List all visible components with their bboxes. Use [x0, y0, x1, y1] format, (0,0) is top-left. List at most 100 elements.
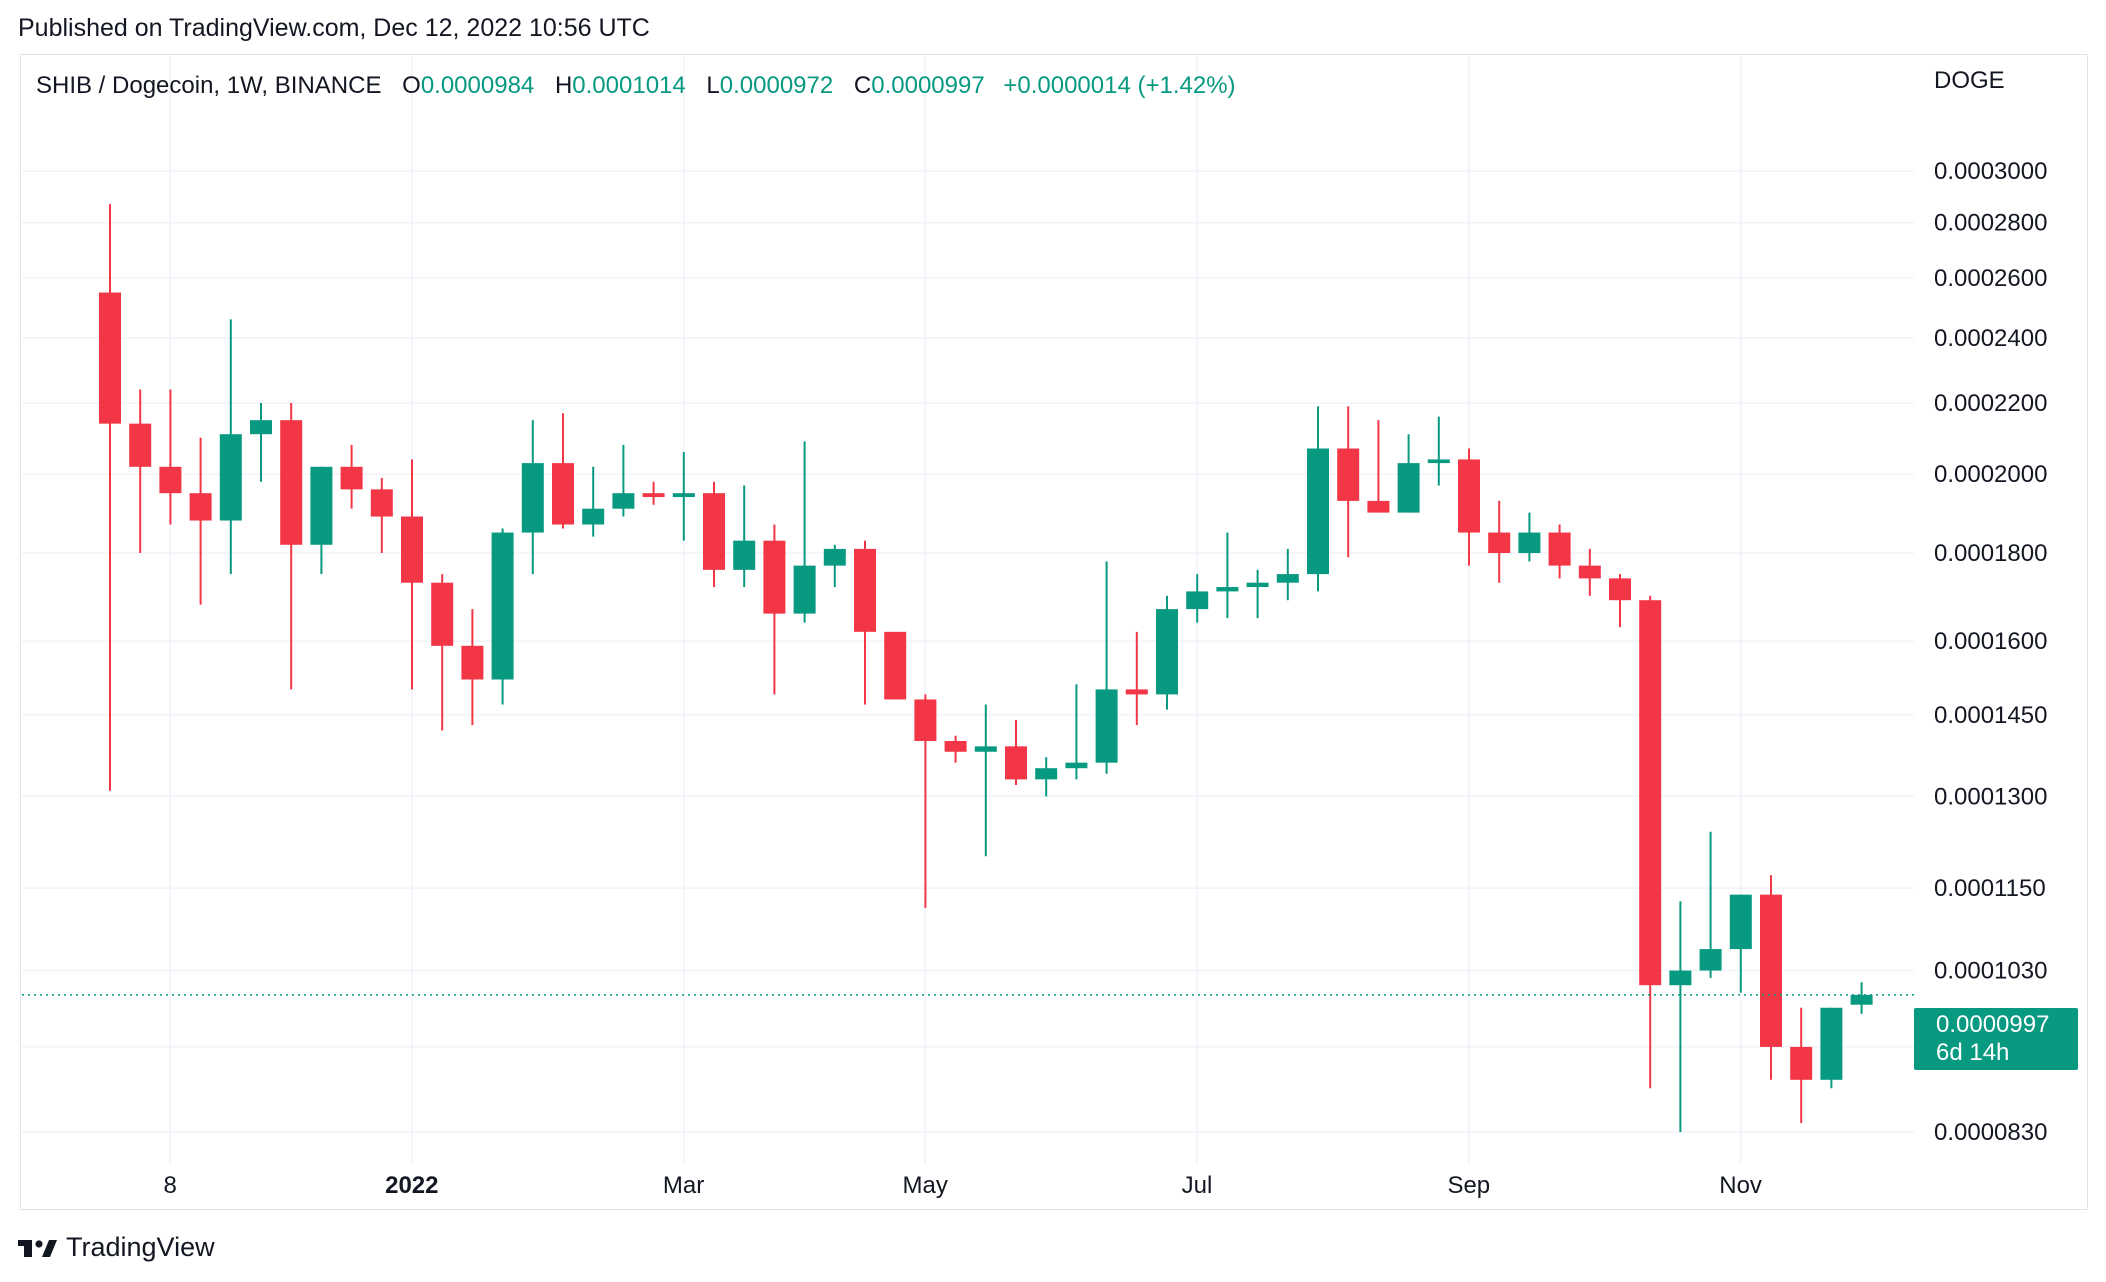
candle-body [823, 548, 846, 566]
candle-body [1578, 565, 1601, 579]
high-value: 0.0001014 [572, 72, 686, 99]
high-label: H [554, 72, 573, 99]
candle-body [1518, 532, 1541, 554]
candle-body [1065, 762, 1088, 769]
candle-down [1790, 1007, 1813, 1124]
candle-down [1639, 595, 1662, 1089]
candle-body [129, 423, 152, 467]
time-axis: 8 2022 Mar May Jul Sep Nov [164, 1172, 1762, 1199]
candle-body [219, 434, 242, 521]
x-tick-label: 8 [164, 1172, 177, 1199]
y-tick-label: 0.0002800 [1934, 210, 2047, 237]
candle-body [1729, 894, 1752, 950]
open-value: 0.0000984 [420, 72, 535, 99]
candle-up [582, 466, 605, 537]
candle-up [1216, 532, 1239, 619]
candle-body [672, 493, 695, 498]
candle-down [763, 524, 786, 695]
y-tick-label: 0.0001450 [1934, 702, 2047, 729]
ohlc-legend: SHIB / Dogecoin, 1W, BINANCE O0.0000984 … [36, 72, 1236, 100]
candle-up [733, 485, 756, 588]
published-note: Published on TradingView.com, Dec 12, 20… [18, 14, 650, 42]
candle-down [1337, 406, 1360, 558]
candle-down [1488, 500, 1511, 583]
candle-body [703, 493, 725, 570]
y-tick-label: 0.0002600 [1934, 265, 2047, 292]
tradingview-logo-icon [18, 1239, 57, 1257]
tradingview-logo[interactable]: TradingView [18, 1232, 215, 1263]
symbol-label[interactable]: SHIB / Dogecoin, 1W, BINANCE [36, 72, 382, 99]
candle-body [1850, 994, 1873, 1005]
candle-body [1307, 448, 1329, 575]
y-tick-label: 0.0002400 [1934, 325, 2047, 352]
candle-body [914, 699, 937, 741]
candle-body [340, 466, 363, 490]
candle-body [763, 540, 786, 614]
low-value: 0.0000972 [719, 72, 834, 99]
candle-body [1005, 746, 1027, 780]
candle-down [552, 413, 574, 529]
candle-up [823, 544, 846, 588]
candle-down [1548, 524, 1571, 579]
candle-up [1820, 1007, 1843, 1089]
candle-body [189, 493, 212, 521]
candle-down [431, 574, 454, 731]
candle-down [914, 694, 937, 908]
candle-body [1276, 574, 1299, 583]
candle-down [461, 609, 484, 726]
candle-body [1156, 609, 1178, 695]
candle-up [1065, 684, 1088, 780]
candle-body [974, 746, 997, 752]
candle-down [1458, 448, 1480, 566]
grid-lines [22, 56, 1914, 1164]
candle-body [884, 631, 907, 700]
candle-body [552, 463, 574, 525]
candle-up [1518, 512, 1541, 562]
candle-down [1125, 631, 1148, 726]
candle-body [582, 508, 605, 525]
candle-down [189, 437, 212, 605]
brand-name: TradingView [66, 1232, 215, 1262]
candle-down [99, 204, 121, 791]
candle-body [1609, 578, 1631, 601]
candle-body [1458, 459, 1480, 533]
candle-body [491, 532, 514, 680]
candle-body [280, 420, 303, 545]
candle-body [1669, 970, 1692, 986]
candles [99, 204, 1873, 1132]
candle-body [612, 493, 635, 509]
candle-body [1035, 768, 1058, 780]
candle-down [370, 477, 393, 554]
candle-body [1639, 600, 1662, 986]
x-tick-label: Sep [1447, 1172, 1490, 1199]
candle-body [99, 292, 121, 424]
candle-body [1548, 532, 1571, 566]
candle-up [1397, 434, 1420, 513]
y-tick-label: 0.0001300 [1934, 783, 2047, 810]
candle-body [793, 565, 816, 614]
candle-up [793, 441, 816, 623]
low-label: L [706, 72, 720, 99]
candle-down [159, 389, 182, 525]
candle-up [491, 528, 514, 705]
candle-body [733, 540, 756, 570]
change-value: +0.0000014 (+1.42%) [1003, 72, 1236, 99]
candle-up [1729, 894, 1752, 993]
last-price-value: 0.0000997 [1936, 1011, 2050, 1038]
candle-down [1367, 420, 1390, 513]
y-tick-label: 0.0002200 [1934, 390, 2047, 417]
candle-body [1186, 591, 1209, 610]
candle-up [1246, 569, 1269, 619]
close-label: C [853, 72, 872, 99]
candle-down [1760, 875, 1782, 1080]
candle-body [461, 645, 484, 680]
y-tick-label: 0.0001600 [1934, 628, 2047, 655]
candle-up [310, 466, 333, 575]
candle-body [1367, 500, 1390, 513]
candle-body [1820, 1007, 1843, 1080]
bar-countdown: 6d 14h [1936, 1039, 2010, 1066]
candle-body [1246, 582, 1269, 588]
candle-up [974, 704, 997, 857]
y-tick-label: 0.0001150 [1934, 875, 2046, 902]
